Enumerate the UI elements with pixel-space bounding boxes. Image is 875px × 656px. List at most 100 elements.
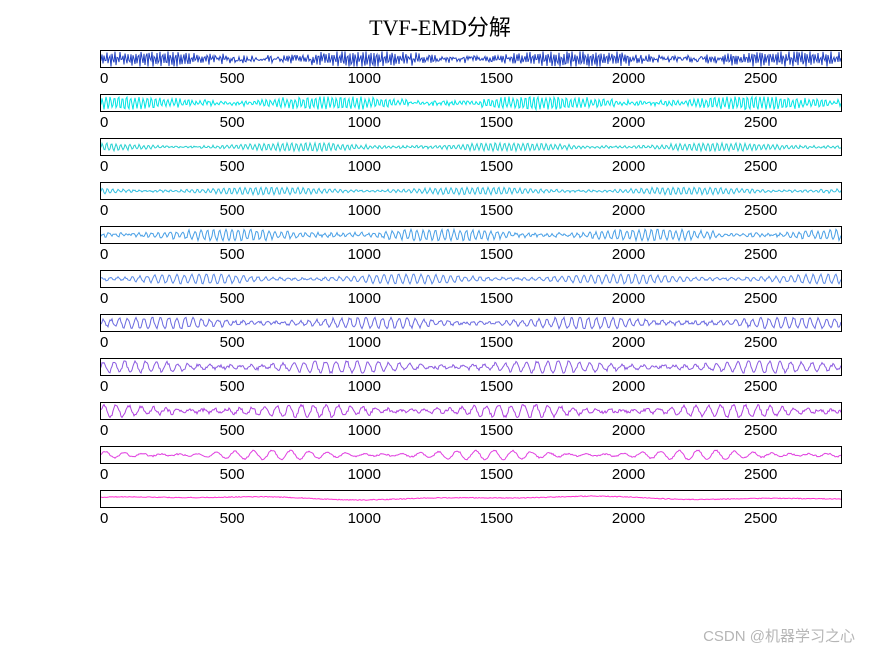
- xtick-label: 500: [220, 70, 245, 87]
- plot-axes: [100, 182, 842, 200]
- xtick-label: 2500: [744, 466, 777, 483]
- plot-axes: [100, 138, 842, 156]
- xtick-label: 500: [220, 466, 245, 483]
- plot-axes: [100, 358, 842, 376]
- xtick-label: 1000: [348, 334, 381, 351]
- xtick-label: 500: [220, 158, 245, 175]
- xtick-label: 2500: [744, 246, 777, 263]
- watermark-text: CSDN @机器学习之心: [703, 625, 855, 646]
- xtick-label: 1500: [480, 70, 513, 87]
- xtick-label: 1000: [348, 290, 381, 307]
- xtick-label: 0: [100, 202, 108, 219]
- xtick-label: 1500: [480, 510, 513, 527]
- xtick-label: 2500: [744, 290, 777, 307]
- imf-subplot-6: 0 500 1000 1500 2000 2500: [40, 270, 840, 310]
- xtick-label: 2500: [744, 202, 777, 219]
- xtick-label: 2500: [744, 158, 777, 175]
- xtick-label: 0: [100, 246, 108, 263]
- signal-line: [101, 491, 841, 507]
- xtick-label: 2000: [612, 202, 645, 219]
- imf-subplot-4: 0 500 1000 1500 2000 2500: [40, 182, 840, 222]
- xtick-row: 05001000150020002500: [100, 376, 840, 398]
- xtick-label: 2500: [744, 510, 777, 527]
- signal-line: [101, 227, 841, 243]
- xtick-label: 2500: [744, 422, 777, 439]
- imf-subplot-3: 0 500 1000 1500 2000 2500: [40, 138, 840, 178]
- imf-subplot-11: 0 500 1000 1500 2000 2500: [40, 490, 840, 530]
- xtick-label: 500: [220, 334, 245, 351]
- xtick-row: 0 500 1000 1500 2000 2500: [100, 244, 840, 266]
- imf-subplot-1: 05001000150020002500: [40, 50, 840, 90]
- imf-subplot-5: 0 500 1000 1500 2000 2500: [40, 226, 840, 266]
- subplot-stack: 0 500 1000 1500 2000 2500 0 500 1000 1500 2000 2500…: [40, 50, 840, 534]
- xtick-label: 0: [100, 422, 108, 439]
- xtick-label: 500: [220, 290, 245, 307]
- xtick-row: 0 500 1000 1500 2000 2500: [100, 288, 840, 310]
- imf-subplot-8: 05001000150020002500: [40, 358, 840, 398]
- plot-axes: [100, 226, 842, 244]
- xtick-label: 2500: [744, 70, 777, 87]
- xtick-row: 0 500 1000 1500 2000 2500: [100, 200, 840, 222]
- plot-axes: [100, 270, 842, 288]
- xtick-label: 2500: [744, 334, 777, 351]
- xtick-label: 1000: [348, 246, 381, 263]
- xtick-label: 1500: [480, 158, 513, 175]
- xtick-label: 1000: [348, 422, 381, 439]
- xtick-label: 500: [220, 510, 245, 527]
- xtick-label: 1000: [348, 158, 381, 175]
- plot-axes: [100, 402, 842, 420]
- xtick-label: 2500: [744, 378, 777, 395]
- imf-subplot-10: 05001000150020002500: [40, 446, 840, 486]
- xtick-row: 0 500 1000 1500 2000 2500: [100, 156, 840, 178]
- xtick-label: 1000: [348, 202, 381, 219]
- xtick-label: 0: [100, 290, 108, 307]
- xtick-label: 2000: [612, 466, 645, 483]
- plot-axes: [100, 94, 842, 112]
- xtick-label: 500: [220, 114, 245, 131]
- xtick-label: 500: [220, 246, 245, 263]
- xtick-label: 1500: [480, 290, 513, 307]
- xtick-label: 1500: [480, 202, 513, 219]
- xtick-label: 500: [220, 422, 245, 439]
- xtick-label: 1000: [348, 510, 381, 527]
- signal-line: [101, 183, 841, 199]
- xtick-label: 2000: [612, 510, 645, 527]
- xtick-label: 500: [220, 378, 245, 395]
- xtick-row: 05001000150020002500: [100, 332, 840, 354]
- signal-line: [101, 315, 841, 331]
- xtick-label: 1000: [348, 378, 381, 395]
- plot-axes: [100, 314, 842, 332]
- xtick-label: 2000: [612, 290, 645, 307]
- xtick-label: 2000: [612, 378, 645, 395]
- xtick-label: 2000: [612, 158, 645, 175]
- figure-container: TVF-EMD分解 050010001500200025000500100015…: [40, 10, 840, 630]
- xtick-label: 1000: [348, 70, 381, 87]
- xtick-label: 500: [220, 202, 245, 219]
- xtick-label: 1500: [480, 246, 513, 263]
- xtick-row: 0 500 1000 1500 2000 2500: [100, 112, 840, 134]
- xtick-label: 1000: [348, 466, 381, 483]
- xtick-label: 0: [100, 510, 108, 527]
- xtick-label: 2500: [744, 114, 777, 131]
- xtick-label: 2000: [612, 114, 645, 131]
- xtick-label: 2000: [612, 422, 645, 439]
- signal-line: [101, 271, 841, 287]
- xtick-label: 1000: [348, 114, 381, 131]
- xtick-label: 1500: [480, 334, 513, 351]
- imf-subplot-9: 05001000150020002500: [40, 402, 840, 442]
- xtick-row: 05001000150020002500: [100, 464, 840, 486]
- xtick-row: 0 500 1000 1500 2000 2500: [100, 508, 840, 530]
- signal-line: [101, 359, 841, 375]
- imf-subplot-2: 0 500 1000 1500 2000 2500: [40, 94, 840, 134]
- signal-line: [101, 139, 841, 155]
- xtick-label: 0: [100, 158, 108, 175]
- xtick-label: 1500: [480, 378, 513, 395]
- xtick-label: 0: [100, 114, 108, 131]
- xtick-label: 1500: [480, 466, 513, 483]
- xtick-label: 2000: [612, 334, 645, 351]
- signal-line: [101, 403, 841, 419]
- xtick-row: 05001000150020002500: [100, 68, 840, 90]
- xtick-label: 2000: [612, 246, 645, 263]
- imf-subplot-7: 05001000150020002500: [40, 314, 840, 354]
- xtick-label: 1500: [480, 114, 513, 131]
